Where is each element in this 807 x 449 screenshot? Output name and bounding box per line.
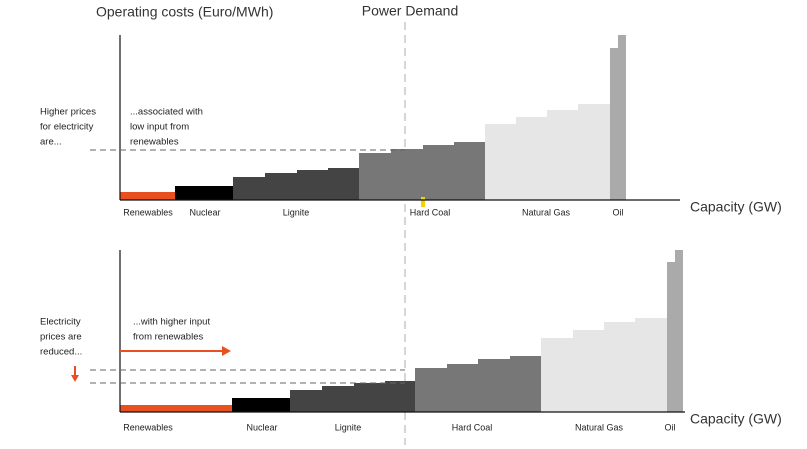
shift-arrowhead bbox=[222, 346, 231, 356]
panel-top: Higher prices for electricity are... ...… bbox=[40, 35, 782, 217]
x-axis-label: Capacity (GW) bbox=[690, 199, 782, 215]
side-note: reduced... bbox=[40, 347, 82, 358]
source-label: Renewables bbox=[123, 207, 173, 217]
panel-bottom: Electricity prices are reduced... ...wit… bbox=[40, 250, 782, 432]
step-renewables bbox=[120, 192, 175, 200]
side-note: Higher prices bbox=[40, 107, 96, 118]
source-label: Natural Gas bbox=[522, 207, 571, 217]
source-label: Renewables bbox=[123, 422, 173, 432]
step-lignite bbox=[290, 381, 415, 412]
side-note: prices are bbox=[40, 332, 82, 343]
marker bbox=[421, 197, 425, 207]
demand-label: Power Demand bbox=[362, 3, 459, 19]
source-label: Natural Gas bbox=[575, 422, 624, 432]
source-label: Nuclear bbox=[246, 422, 277, 432]
step-hard-coal bbox=[415, 356, 541, 412]
note: renewables bbox=[130, 137, 179, 148]
side-note: are... bbox=[40, 137, 62, 148]
down-arrowhead bbox=[71, 375, 79, 382]
side-note: for electricity bbox=[40, 122, 94, 133]
source-label: Lignite bbox=[283, 207, 310, 217]
step-oil bbox=[667, 250, 683, 412]
note: ...with higher input bbox=[133, 317, 210, 328]
step-nuclear bbox=[175, 186, 233, 200]
source-label: Oil bbox=[613, 207, 624, 217]
step-hard-coal bbox=[359, 142, 485, 200]
source-label: Nuclear bbox=[189, 207, 220, 217]
step-renewables bbox=[120, 405, 232, 412]
step-natural-gas bbox=[541, 318, 667, 412]
y-axis-label: Operating costs (Euro/MWh) bbox=[96, 4, 273, 20]
step-lignite bbox=[233, 168, 359, 200]
step-oil bbox=[610, 35, 626, 200]
note: from renewables bbox=[133, 332, 203, 343]
note: ...associated with bbox=[130, 107, 203, 118]
source-label: Lignite bbox=[335, 422, 362, 432]
note: low input from bbox=[130, 122, 189, 133]
step-natural-gas bbox=[485, 104, 610, 200]
step-nuclear bbox=[232, 398, 290, 412]
x-axis-label: Capacity (GW) bbox=[690, 411, 782, 427]
source-label: Hard Coal bbox=[452, 422, 493, 432]
source-label: Oil bbox=[665, 422, 676, 432]
side-note: Electricity bbox=[40, 317, 81, 328]
source-label: Hard Coal bbox=[410, 207, 451, 217]
